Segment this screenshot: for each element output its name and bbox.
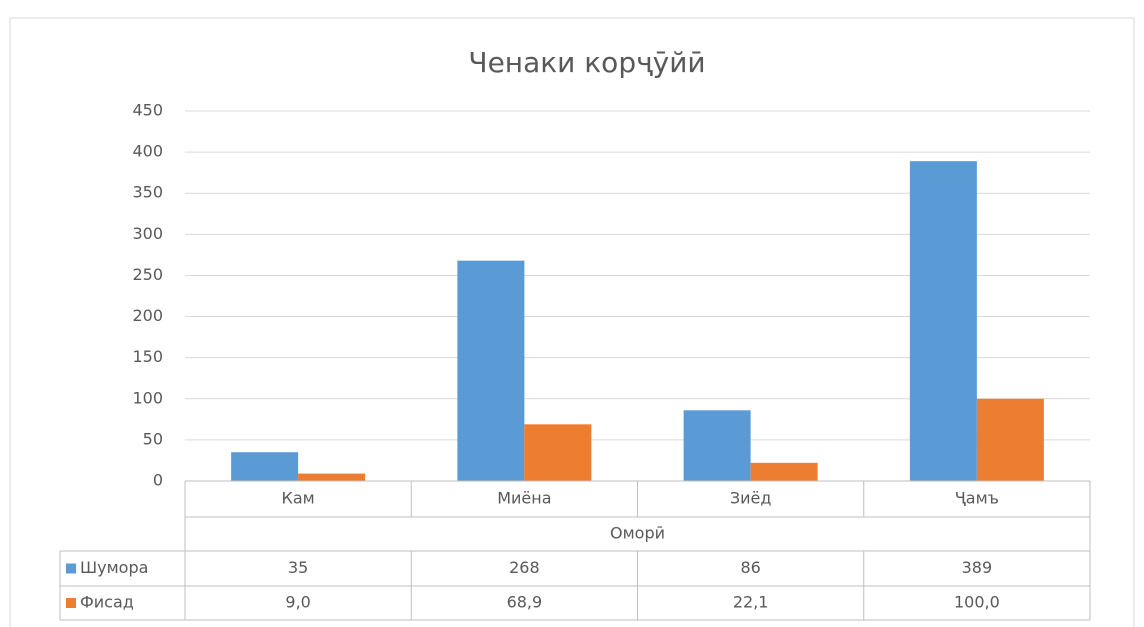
legend-label: Фисад (80, 593, 134, 612)
y-tick-label: 450 (132, 101, 163, 120)
y-tick-label: 150 (132, 347, 163, 366)
y-tick-label: 50 (143, 429, 163, 448)
bar (683, 410, 751, 481)
y-tick-label: 300 (132, 224, 163, 243)
y-tick-label: 0 (153, 471, 163, 490)
table-value: 268 (509, 558, 540, 577)
y-tick-label: 250 (132, 265, 163, 284)
table-value: 35 (288, 558, 308, 577)
chart-title: Ченаки корҷӯйӣ (468, 46, 705, 79)
x-axis-title: Оморӣ (610, 524, 665, 543)
x-tick-label: Миёна (497, 489, 551, 508)
bar (750, 462, 818, 481)
table-value: 22,1 (733, 593, 769, 612)
table-value: 100,0 (954, 593, 1000, 612)
table-value: 389 (962, 558, 993, 577)
legend-key (66, 598, 76, 608)
bar (524, 424, 592, 481)
y-tick-label: 200 (132, 306, 163, 325)
bar (457, 260, 525, 481)
x-tick-label: Кам (282, 489, 315, 508)
y-tick-label: 100 (132, 388, 163, 407)
y-tick-label: 350 (132, 183, 163, 202)
table-value: 9,0 (285, 593, 310, 612)
legend-label: Шумора (80, 558, 148, 577)
y-tick-label: 400 (132, 142, 163, 161)
bar (976, 398, 1044, 481)
x-tick-label: Зиёд (730, 489, 772, 508)
bar (231, 452, 299, 481)
legend-key (66, 563, 76, 574)
table-value: 86 (740, 558, 760, 577)
bar (909, 161, 977, 481)
x-tick-label: Ҷамъ (955, 489, 999, 508)
bar (298, 473, 366, 481)
table-value: 68,9 (507, 593, 543, 612)
